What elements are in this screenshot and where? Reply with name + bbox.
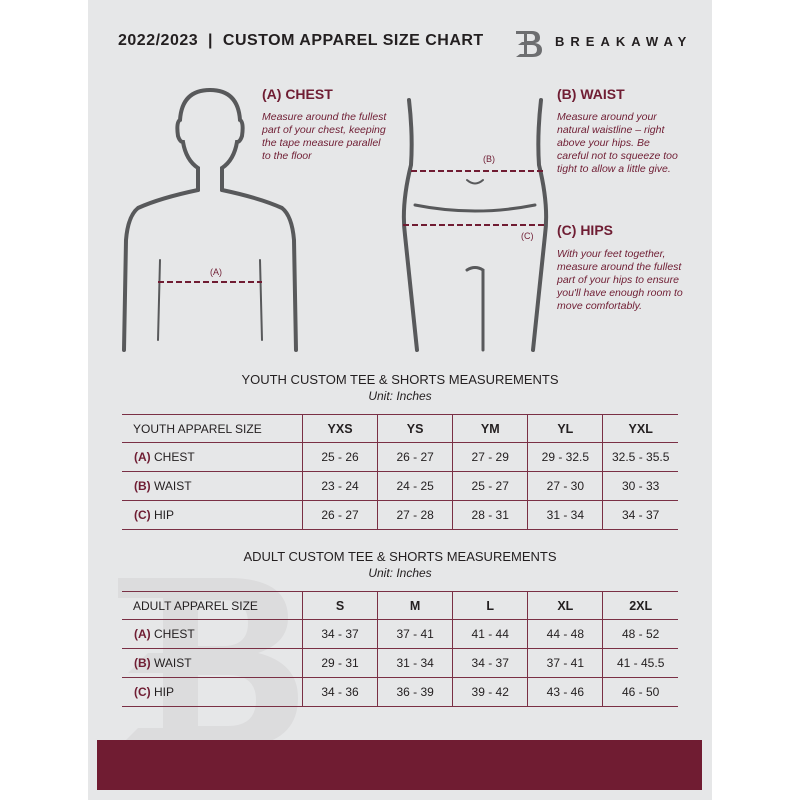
table-cell: 34 - 37 bbox=[452, 648, 528, 678]
hips-heading: (C) HIPS bbox=[557, 222, 613, 238]
row-label: (A) CHEST bbox=[122, 619, 303, 649]
row-letter: (B) bbox=[134, 656, 151, 670]
footer-bar bbox=[97, 740, 702, 790]
page-title: 2022/2023 | CUSTOM APPAREL SIZE CHART bbox=[118, 32, 484, 49]
row-letter: (A) bbox=[134, 627, 151, 641]
hips-marker: (C) bbox=[521, 231, 534, 241]
table-cell: 26 - 27 bbox=[301, 500, 378, 530]
table-cell: 37 - 41 bbox=[377, 619, 453, 649]
header-cell: ADULT APPAREL SIZE bbox=[122, 591, 303, 620]
table-cell: 41 - 45.5 bbox=[602, 648, 678, 678]
table-cell: 29 - 31 bbox=[301, 648, 378, 678]
table-cell: 43 - 46 bbox=[527, 677, 603, 707]
chest-heading: (A) CHEST bbox=[262, 86, 333, 102]
brand-name: BREAKAWAY bbox=[555, 34, 693, 49]
row-label-text: HIP bbox=[154, 508, 175, 522]
table-cell: 28 - 31 bbox=[452, 500, 528, 530]
table-cell: 27 - 28 bbox=[377, 500, 453, 530]
table-header-row: ADULT APPAREL SIZE S M L XL 2XL bbox=[122, 591, 678, 620]
row-label: (A) CHEST bbox=[122, 442, 303, 472]
table-cell: 36 - 39 bbox=[377, 677, 453, 707]
waist-hips-figure-illustration bbox=[401, 98, 549, 352]
youth-table-unit: Unit: Inches bbox=[368, 389, 432, 403]
table-cell: 27 - 29 bbox=[452, 442, 528, 472]
row-letter: (B) bbox=[134, 479, 151, 493]
breakaway-logo-icon bbox=[516, 31, 542, 57]
header-cell: YXL bbox=[602, 414, 678, 443]
hips-description: With your feet together, measure around … bbox=[557, 248, 683, 312]
table-cell: 32.5 - 35.5 bbox=[602, 442, 678, 472]
row-letter: (A) bbox=[134, 450, 151, 464]
table-cell: 29 - 32.5 bbox=[527, 442, 603, 472]
table-cell: 24 - 25 bbox=[377, 471, 453, 501]
row-label: (C) HIP bbox=[122, 500, 303, 530]
header-cell: YXS bbox=[301, 414, 378, 443]
table-cell: 26 - 27 bbox=[377, 442, 453, 472]
adult-size-table: ADULT APPAREL SIZE S M L XL 2XL (A) CHES… bbox=[122, 591, 678, 707]
table-cell: 25 - 27 bbox=[452, 471, 528, 501]
waist-heading: (B) WAIST bbox=[557, 86, 625, 102]
table-cell: 41 - 44 bbox=[452, 619, 528, 649]
table-cell: 37 - 41 bbox=[527, 648, 603, 678]
table-cell: 44 - 48 bbox=[527, 619, 603, 649]
table-row: (C) HIP 34 - 36 36 - 39 39 - 42 43 - 46 … bbox=[122, 677, 678, 707]
row-label-text: WAIST bbox=[154, 479, 192, 493]
table-cell: 34 - 36 bbox=[301, 677, 378, 707]
table-cell: 34 - 37 bbox=[301, 619, 378, 649]
table-cell: 25 - 26 bbox=[301, 442, 378, 472]
chest-description: Measure around the fullest part of your … bbox=[262, 111, 387, 162]
chest-figure-illustration bbox=[122, 88, 298, 352]
row-label-text: HIP bbox=[154, 685, 175, 699]
header-cell: M bbox=[377, 591, 453, 620]
youth-table-title: YOUTH CUSTOM TEE & SHORTS MEASUREMENTS bbox=[241, 372, 559, 387]
table-cell: 39 - 42 bbox=[452, 677, 528, 707]
table-cell: 23 - 24 bbox=[301, 471, 378, 501]
adult-table-unit: Unit: Inches bbox=[368, 566, 432, 580]
header-cell: YL bbox=[527, 414, 603, 443]
table-row: (B) WAIST 29 - 31 31 - 34 34 - 37 37 - 4… bbox=[122, 648, 678, 678]
table-cell: 48 - 52 bbox=[602, 619, 678, 649]
table-header-row: YOUTH APPAREL SIZE YXS YS YM YL YXL bbox=[122, 414, 678, 443]
header-cell: S bbox=[301, 591, 378, 620]
table-cell: 31 - 34 bbox=[527, 500, 603, 530]
table-row: (A) CHEST 34 - 37 37 - 41 41 - 44 44 - 4… bbox=[122, 619, 678, 649]
row-label-text: CHEST bbox=[154, 450, 195, 464]
row-letter: (C) bbox=[134, 508, 151, 522]
chest-marker: (A) bbox=[210, 267, 222, 277]
table-row: (C) HIP 26 - 27 27 - 28 28 - 31 31 - 34 … bbox=[122, 500, 678, 530]
table-cell: 31 - 34 bbox=[377, 648, 453, 678]
youth-size-table: YOUTH APPAREL SIZE YXS YS YM YL YXL (A) … bbox=[122, 414, 678, 530]
waist-description: Measure around your natural waistline – … bbox=[557, 111, 678, 175]
header-cell: XL bbox=[527, 591, 603, 620]
table-cell: 27 - 30 bbox=[527, 471, 603, 501]
table-row: (B) WAIST 23 - 24 24 - 25 25 - 27 27 - 3… bbox=[122, 471, 678, 501]
header-cell: L bbox=[452, 591, 528, 620]
header-cell: 2XL bbox=[602, 591, 678, 620]
row-label: (B) WAIST bbox=[122, 471, 303, 501]
row-letter: (C) bbox=[134, 685, 151, 699]
header-cell: YS bbox=[377, 414, 453, 443]
row-label-text: CHEST bbox=[154, 627, 195, 641]
waist-marker: (B) bbox=[483, 154, 495, 164]
table-cell: 46 - 50 bbox=[602, 677, 678, 707]
table-cell: 34 - 37 bbox=[602, 500, 678, 530]
adult-table-title: ADULT CUSTOM TEE & SHORTS MEASUREMENTS bbox=[243, 549, 557, 564]
row-label: (B) WAIST bbox=[122, 648, 303, 678]
table-row: (A) CHEST 25 - 26 26 - 27 27 - 29 29 - 3… bbox=[122, 442, 678, 472]
header-cell: YM bbox=[452, 414, 528, 443]
table-cell: 30 - 33 bbox=[602, 471, 678, 501]
row-label-text: WAIST bbox=[154, 656, 192, 670]
row-label: (C) HIP bbox=[122, 677, 303, 707]
header-cell: YOUTH APPAREL SIZE bbox=[122, 414, 303, 443]
